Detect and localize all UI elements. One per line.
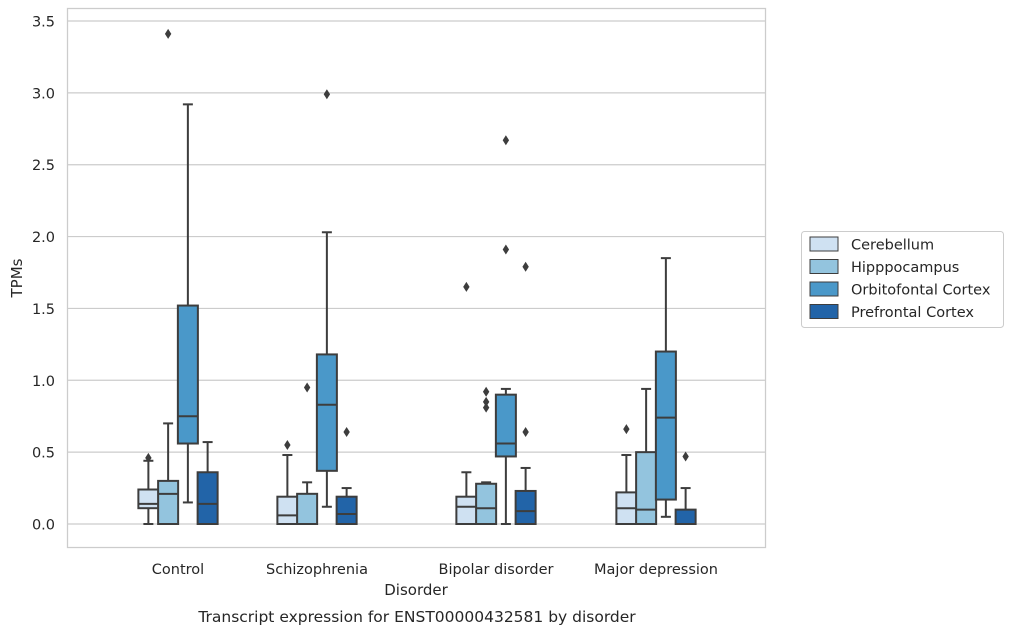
y-tick-label: 2.5 xyxy=(32,158,55,174)
box xyxy=(475,386,498,526)
box-iqr xyxy=(315,353,338,472)
x-axis-label: Disorder xyxy=(384,581,448,599)
legend-label: Prefrontal Cortex xyxy=(851,305,974,321)
box xyxy=(296,382,319,526)
box xyxy=(494,135,517,525)
box xyxy=(615,424,638,525)
outlier-point xyxy=(463,281,470,292)
box xyxy=(176,103,199,504)
outlier-point xyxy=(323,89,331,100)
legend-frame xyxy=(801,231,1004,328)
box-iqr xyxy=(137,488,160,510)
outlier-point xyxy=(522,427,529,438)
x-tick-label: Major depression xyxy=(594,562,718,578)
outlier-point xyxy=(303,382,311,393)
legend-label: Orbitofontal Cortex xyxy=(851,283,991,299)
y-tick-label: 3.5 xyxy=(32,15,55,31)
box-iqr xyxy=(455,495,478,525)
legend: Cerebellum Hipppocampus Orbitofontal Corte… xyxy=(801,231,1004,328)
outlier-point xyxy=(482,386,490,397)
box-iqr xyxy=(196,471,219,525)
chart-title: Transcript expression for ENST0000043258… xyxy=(197,608,636,626)
y-axis-label: TPMs xyxy=(8,258,26,298)
outlier-point xyxy=(623,424,630,435)
boxes-layer xyxy=(137,28,697,526)
box-iqr xyxy=(654,350,677,501)
box-iqr xyxy=(514,489,537,525)
box-iqr xyxy=(276,495,299,525)
outlier-point xyxy=(284,439,291,450)
box xyxy=(315,89,338,508)
box-iqr xyxy=(674,508,697,525)
y-tick-label: 3.0 xyxy=(32,86,55,102)
box xyxy=(635,387,658,525)
y-tick-label: 2.0 xyxy=(32,230,55,246)
box-iqr xyxy=(635,451,658,525)
y-tick-label: 1.0 xyxy=(32,374,55,390)
outlier-point xyxy=(164,28,172,39)
box xyxy=(514,261,537,525)
outlier-point xyxy=(682,451,689,462)
box-iqr xyxy=(494,393,517,458)
box xyxy=(157,28,180,525)
y-axis-ticks: 0.0 0.5 1.0 1.5 2.0 2.5 3.0 3.5 xyxy=(32,15,55,534)
legend-swatch xyxy=(809,304,839,319)
x-axis-ticks: Control Schizophrenia Bipolar disorder Majo… xyxy=(152,562,718,578)
box-iqr xyxy=(335,495,358,525)
y-tick-label: 0.0 xyxy=(32,518,55,534)
box-iqr xyxy=(296,492,319,526)
outlier-point xyxy=(482,402,490,413)
box xyxy=(137,452,160,525)
legend-label: Cerebellum xyxy=(851,238,934,254)
legend-swatch xyxy=(809,236,839,252)
legend-swatch xyxy=(809,281,839,297)
legend-swatch xyxy=(809,259,839,274)
outlier-point xyxy=(502,244,510,255)
box xyxy=(654,257,677,518)
box xyxy=(674,451,697,525)
box xyxy=(196,441,219,525)
outlier-point xyxy=(522,261,529,272)
outlier-point xyxy=(482,396,490,407)
x-tick-label: Control xyxy=(152,562,204,578)
box-iqr xyxy=(157,479,180,525)
plot-frame xyxy=(66,7,767,549)
box-iqr xyxy=(176,304,199,445)
legend-label: Hipppocampus xyxy=(851,260,959,276)
y-tick-label: 0.5 xyxy=(32,446,55,462)
box-iqr xyxy=(475,482,498,526)
x-tick-label: Bipolar disorder xyxy=(439,562,554,578)
outlier-point xyxy=(145,452,152,463)
box xyxy=(455,281,478,525)
y-tick-label: 1.5 xyxy=(32,302,55,318)
x-tick-label: Schizophrenia xyxy=(266,562,368,578)
outlier-point xyxy=(502,135,510,146)
outlier-point xyxy=(343,427,350,438)
box xyxy=(335,427,358,525)
